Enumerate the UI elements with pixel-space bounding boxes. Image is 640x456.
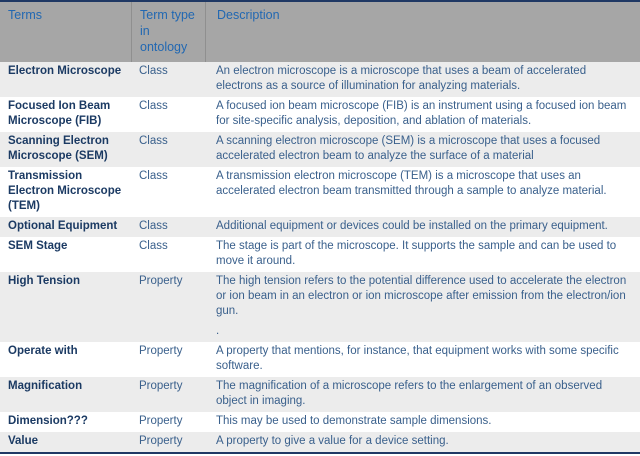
table-row: Optional Equipment Class Additional equi… — [0, 217, 640, 237]
term-cell: High Tension — [8, 275, 80, 287]
description-cell: The high tension refers to the potential… — [205, 272, 640, 342]
description-cell: This may be used to demonstrate sample d… — [216, 415, 492, 427]
term-type-cell: Property — [139, 415, 183, 427]
description-cell: Additional equipment or devices could be… — [216, 220, 608, 232]
table-row: Magnification Property The magnification… — [0, 377, 640, 412]
table-row: Focused Ion Beam Microscope (FIB) Class … — [0, 97, 640, 132]
description-text: The high tension refers to the potential… — [216, 275, 627, 317]
term-type-cell: Class — [139, 220, 168, 232]
table-row: Operate with Property A property that me… — [0, 342, 640, 377]
table-row: Dimension??? Property This may be used t… — [0, 412, 640, 432]
table-row: Scanning Electron Microscope (SEM) Class… — [0, 132, 640, 167]
column-header-terms: Terms — [8, 8, 43, 22]
description-cell: A scanning electron microscope (SEM) is … — [216, 135, 601, 162]
term-cell: Optional Equipment — [8, 220, 118, 232]
term-type-cell: Class — [139, 100, 168, 112]
term-type-cell: Property — [139, 345, 183, 357]
term-type-cell: Class — [139, 170, 168, 182]
table-row: SEM Stage Class The stage is part of the… — [0, 237, 640, 272]
description-cell: A focused ion beam microscope (FIB) is a… — [216, 100, 627, 127]
table-row: Electron Microscope Class An electron mi… — [0, 62, 640, 97]
term-cell: Focused Ion Beam Microscope (FIB) — [8, 100, 111, 127]
table-header-row: Terms Term type in ontology Description — [0, 2, 640, 62]
table-row: Transmission Electron Microscope (TEM) C… — [0, 167, 640, 217]
term-cell: Operate with — [8, 345, 78, 357]
term-cell: Electron Microscope — [8, 65, 122, 77]
term-cell: Dimension??? — [8, 415, 88, 427]
description-cell: A transmission electron microscope (TEM)… — [216, 170, 607, 197]
description-cell: The magnification of a microscope refers… — [216, 380, 603, 407]
term-cell: Magnification — [8, 380, 83, 392]
term-cell: Value — [8, 435, 39, 447]
column-header-term-type: Term type in ontology — [131, 2, 205, 62]
description-cell: An electron microscope is a microscope t… — [216, 65, 587, 92]
description-cell: A property that mentions, for instance, … — [216, 345, 619, 372]
term-type-cell: Class — [139, 240, 168, 252]
description-cell: The stage is part of the microscope. It … — [216, 240, 617, 267]
term-type-cell: Class — [139, 65, 168, 77]
term-cell: SEM Stage — [8, 240, 68, 252]
table-row: Value Property A property to give a valu… — [0, 432, 640, 452]
table-row: High Tension Property The high tension r… — [0, 272, 640, 342]
term-type-cell: Property — [139, 275, 183, 287]
term-type-cell: Property — [139, 435, 183, 447]
term-cell: Scanning Electron Microscope (SEM) — [8, 135, 109, 162]
term-type-cell: Class — [139, 135, 168, 147]
term-type-cell: Property — [139, 380, 183, 392]
column-header-description: Description — [205, 2, 640, 62]
term-cell: Transmission Electron Microscope (TEM) — [8, 170, 122, 212]
description-cell: A property to give a value for a device … — [216, 435, 449, 447]
description-extra-text: . — [216, 325, 220, 337]
